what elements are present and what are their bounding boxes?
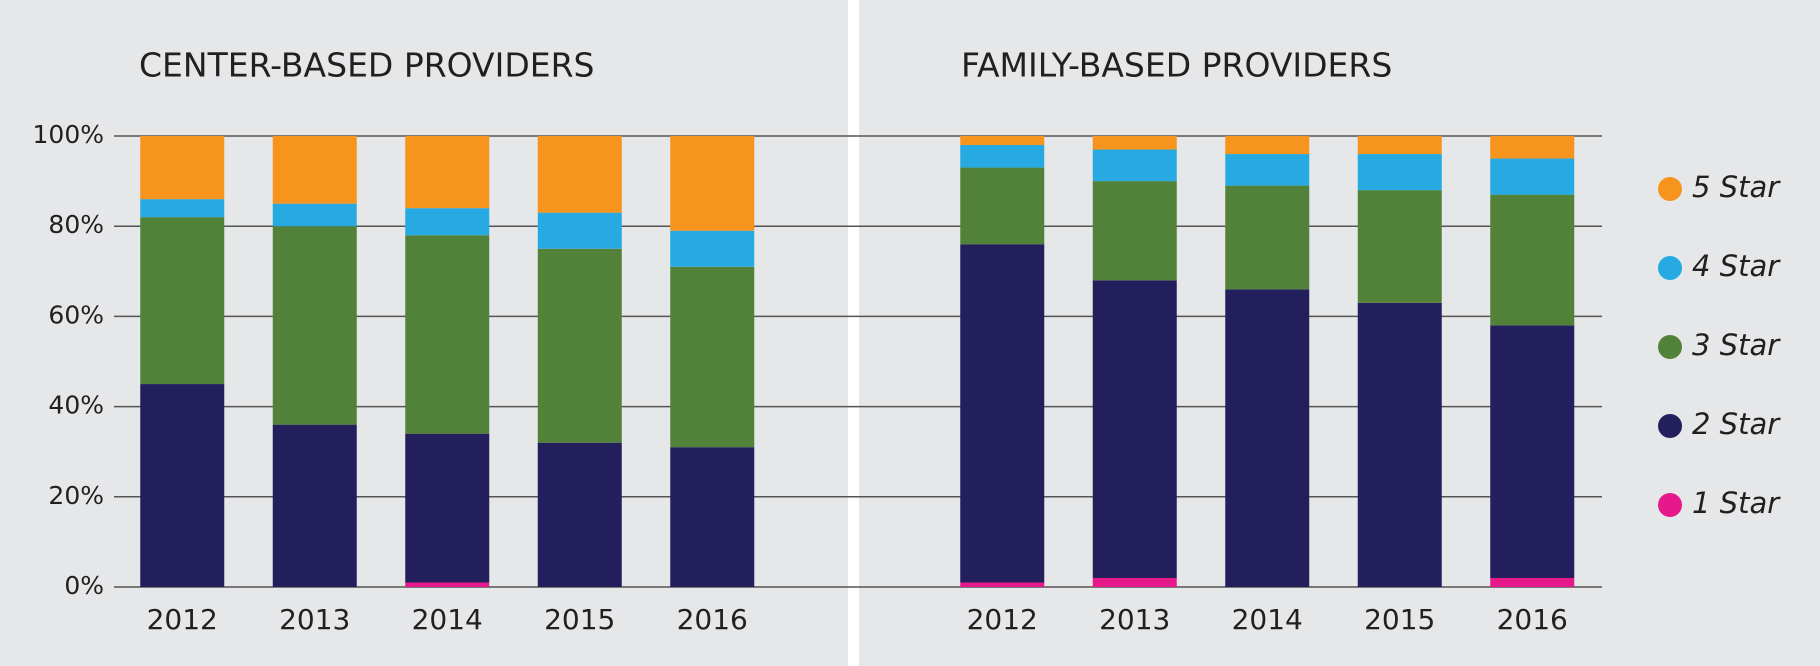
bar-segment	[1357, 302, 1442, 587]
bar-segment	[537, 248, 622, 443]
legend-label: 1 Star	[1692, 486, 1781, 520]
legend-swatch	[1658, 256, 1682, 280]
bar-segment	[140, 199, 225, 218]
legend-label: 4 Star	[1692, 249, 1781, 283]
bar-segment	[1357, 154, 1442, 191]
bar-segment	[272, 424, 357, 587]
bar-segment	[1490, 194, 1575, 326]
x-tick-label: 2015	[544, 603, 615, 636]
bar-segment	[960, 136, 1045, 146]
bar-segment	[537, 136, 622, 213]
y-tick-label: 80%	[48, 210, 104, 239]
bar-segment	[405, 433, 490, 583]
y-tick-label: 100%	[33, 120, 104, 149]
bar-segment	[670, 447, 755, 587]
bar-segment	[1490, 577, 1575, 587]
bar-segment	[1092, 280, 1177, 578]
bar-segment	[1092, 136, 1177, 150]
bar-segment	[960, 145, 1045, 168]
bar-segment	[272, 136, 357, 204]
x-tick-label: 2013	[1099, 603, 1170, 636]
bar-segment	[140, 384, 225, 587]
bar-segment	[140, 136, 225, 200]
bar-segment	[405, 136, 490, 209]
legend-swatch	[1658, 493, 1682, 517]
bar-segment	[1225, 185, 1310, 290]
y-tick-label: 40%	[48, 391, 104, 420]
x-tick-label: 2016	[1497, 603, 1568, 636]
x-tick-label: 2016	[677, 603, 748, 636]
bar-segment	[1092, 181, 1177, 281]
bar-segment	[272, 203, 357, 227]
y-tick-label: 0%	[64, 571, 104, 600]
bar-segment	[537, 442, 622, 587]
y-tick-label: 20%	[48, 481, 104, 510]
legend-swatch	[1658, 414, 1682, 438]
bar-segment	[1490, 136, 1575, 159]
panel-divider	[848, 0, 859, 666]
bar-segment	[960, 582, 1045, 587]
bar-segment	[272, 226, 357, 425]
bar-segment	[1490, 325, 1575, 578]
panel-title: CENTER-BASED PROVIDERS	[139, 46, 595, 85]
x-tick-label: 2014	[1232, 603, 1303, 636]
panel-title: FAMILY-BASED PROVIDERS	[961, 46, 1392, 85]
bar-segment	[405, 235, 490, 434]
bar-segment	[1092, 149, 1177, 182]
legend-swatch	[1658, 335, 1682, 359]
bar-segment	[670, 136, 755, 231]
bar-segment	[1357, 136, 1442, 155]
x-tick-label: 2013	[279, 603, 350, 636]
bar-segment	[1225, 289, 1310, 587]
x-tick-label: 2015	[1364, 603, 1435, 636]
legend-label: 2 Star	[1692, 407, 1781, 441]
bar-segment	[1357, 190, 1442, 303]
bar-segment	[670, 230, 755, 267]
bar-segment	[670, 266, 755, 448]
legend-label: 5 Star	[1692, 170, 1781, 204]
bar-segment	[405, 582, 490, 587]
bar-segment	[1092, 577, 1177, 587]
x-tick-label: 2012	[967, 603, 1038, 636]
x-tick-label: 2014	[412, 603, 483, 636]
bar-segment	[1490, 158, 1575, 195]
legend-label: 3 Star	[1692, 328, 1781, 362]
bar-segment	[140, 217, 225, 385]
y-tick-label: 60%	[48, 300, 104, 329]
bar-segment	[960, 167, 1045, 245]
legend-swatch	[1658, 177, 1682, 201]
bar-segment	[1225, 136, 1310, 155]
bar-segment	[960, 244, 1045, 583]
x-tick-label: 2012	[147, 603, 218, 636]
bar-segment	[1225, 154, 1310, 186]
bar-segment	[405, 208, 490, 236]
bar-segment	[537, 212, 622, 249]
